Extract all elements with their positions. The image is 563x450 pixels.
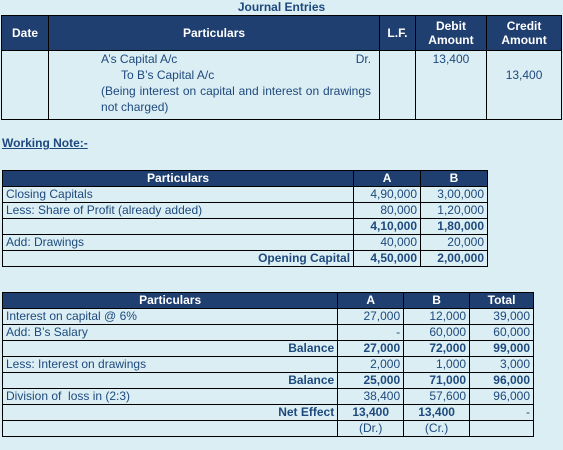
- cell-b: 57,600: [403, 388, 471, 405]
- row-label: Division of loss in (2:3): [1, 388, 339, 405]
- entry-debit: 13,400: [414, 50, 488, 120]
- cell-a: 27,000: [337, 308, 405, 325]
- lf-header: L.F.: [379, 15, 416, 51]
- cell-a: 80,000: [353, 202, 422, 219]
- row-label: Less: Share of Profit (already added): [1, 202, 355, 219]
- table-row: Balance 27,000 72,000 99,000: [1, 340, 534, 357]
- particulars-header: Particulars: [48, 15, 381, 51]
- row-label: Net Effect: [1, 404, 339, 421]
- row-label: Less: Interest on drawings: [1, 356, 339, 373]
- capital-particulars-header: Particulars: [1, 170, 355, 187]
- entry-particulars: A’s Capital A/c Dr. To B’s Capital A/c (…: [48, 50, 381, 120]
- working-note-label: Working Note: [2, 136, 80, 150]
- effect-a-header: A: [337, 292, 405, 309]
- narration: (Being interest on capital and interest …: [101, 84, 372, 114]
- cell-b: 1,000: [403, 356, 471, 373]
- row-label: Add: B’s Salary: [1, 324, 339, 341]
- cell-b: 72,000: [403, 340, 471, 357]
- cell-total: 96,000: [469, 372, 534, 389]
- cell-b: 13,400: [403, 404, 471, 421]
- table-row: Net Effect 13,400 13,400 -: [1, 404, 534, 421]
- table-row: Division of loss in (2:3) 38,400 57,600 …: [1, 388, 534, 405]
- effect-total-header: Total: [469, 292, 534, 309]
- cell-b: 3,00,000: [420, 186, 488, 203]
- table-row: 4,10,000 1,80,000: [1, 218, 488, 235]
- journal-entry-row: A’s Capital A/c Dr. To B’s Capital A/c (…: [0, 50, 562, 120]
- effect-table: Particulars A B Total Interest on capita…: [1, 292, 534, 437]
- table-row: Add: B’s Salary - 60,000 60,000: [1, 324, 534, 341]
- table-row: (Dr.) (Cr.): [1, 420, 534, 437]
- table-row: Add: Drawings 40,000 20,000: [1, 234, 488, 251]
- journal-title: Journal Entries: [237, 0, 326, 14]
- cell-b: 60,000: [403, 324, 471, 341]
- cell-total: 60,000: [469, 324, 534, 341]
- row-label: [1, 420, 339, 437]
- journal-header-row: Date Particulars L.F. Debit Amount Credi…: [0, 15, 562, 51]
- cell-a: 2,000: [337, 356, 405, 373]
- cell-b: 1,20,000: [420, 202, 488, 219]
- cell-total: 96,000: [469, 388, 534, 405]
- entry-lf: [379, 50, 416, 120]
- cell-a: 25,000: [337, 372, 405, 389]
- debit-header: Debit Amount: [414, 15, 488, 51]
- working-note-suffix: :-: [79, 136, 88, 150]
- cell-b: 2,00,000: [420, 250, 488, 267]
- capital-a-header: A: [353, 170, 422, 187]
- credit-header: Credit Amount: [486, 15, 562, 51]
- cell-a: 38,400: [337, 388, 405, 405]
- cell-a: 27,000: [337, 340, 405, 357]
- cell-a: 4,90,000: [353, 186, 422, 203]
- cell-total: 99,000: [469, 340, 534, 357]
- cell-a: 4,50,000: [353, 250, 422, 267]
- table-row: Closing Capitals 4,90,000 3,00,000: [1, 186, 488, 203]
- cell-total: [469, 420, 534, 437]
- cell-total: -: [469, 404, 534, 421]
- journal-table: Date Particulars L.F. Debit Amount Credi…: [0, 15, 562, 120]
- table-row: Less: Interest on drawings 2,000 1,000 3…: [1, 356, 534, 373]
- working-note-heading: Working Note:-: [2, 136, 88, 150]
- cell-a: -: [337, 324, 405, 341]
- entry-credit-value: 13,400: [505, 68, 543, 82]
- cell-b: 12,000: [403, 308, 471, 325]
- cell-b: 20,000: [420, 234, 488, 251]
- capital-b-header: B: [420, 170, 488, 187]
- cell-b: (Cr.): [403, 420, 471, 437]
- cell-total: 39,000: [469, 308, 534, 325]
- row-label: Closing Capitals: [1, 186, 355, 203]
- cell-total: 3,000: [469, 356, 534, 373]
- row-label: Balance: [1, 340, 339, 357]
- effect-b-header: B: [403, 292, 471, 309]
- cell-b: 1,80,000: [420, 218, 488, 235]
- cell-a: (Dr.): [337, 420, 405, 437]
- table-row: Interest on capital @ 6% 27,000 12,000 3…: [1, 308, 534, 325]
- cell-a: 13,400: [337, 404, 405, 421]
- row-label: [1, 218, 355, 235]
- row-label: Interest on capital @ 6%: [1, 308, 339, 325]
- entry-credit: 13,400: [486, 50, 562, 120]
- effect-header-row: Particulars A B Total: [1, 292, 534, 309]
- capital-header-row: Particulars A B: [1, 170, 488, 187]
- entry-date: [0, 50, 50, 120]
- debit-account: A’s Capital A/c: [101, 52, 178, 66]
- cell-b: 71,000: [403, 372, 471, 389]
- row-label: Add: Drawings: [1, 234, 355, 251]
- row-label: Opening Capital: [1, 250, 355, 267]
- effect-particulars-header: Particulars: [1, 292, 339, 309]
- capital-table: Particulars A B Closing Capitals 4,90,00…: [1, 170, 488, 267]
- dr-marker: Dr.: [355, 52, 372, 66]
- row-label: Balance: [1, 372, 339, 389]
- table-row: Balance 25,000 71,000 96,000: [1, 372, 534, 389]
- table-row: Less: Share of Profit (already added) 80…: [1, 202, 488, 219]
- date-header: Date: [0, 15, 50, 51]
- cell-a: 40,000: [353, 234, 422, 251]
- cell-a: 4,10,000: [353, 218, 422, 235]
- table-row: Opening Capital 4,50,000 2,00,000: [1, 250, 488, 267]
- credit-account: To B’s Capital A/c: [121, 68, 215, 82]
